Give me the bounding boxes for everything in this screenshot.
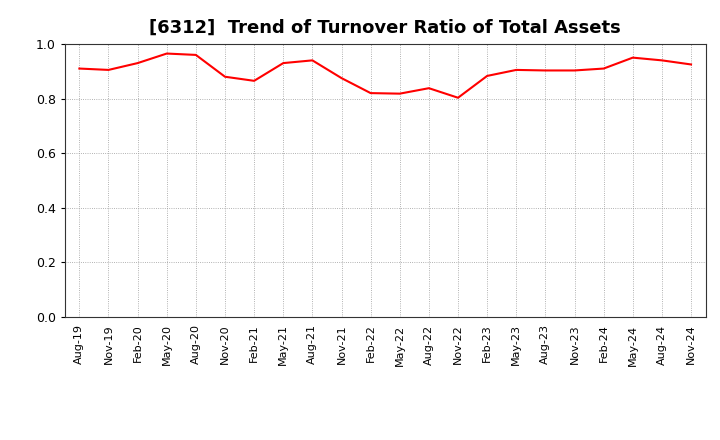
Title: [6312]  Trend of Turnover Ratio of Total Assets: [6312] Trend of Turnover Ratio of Total … [149, 19, 621, 37]
